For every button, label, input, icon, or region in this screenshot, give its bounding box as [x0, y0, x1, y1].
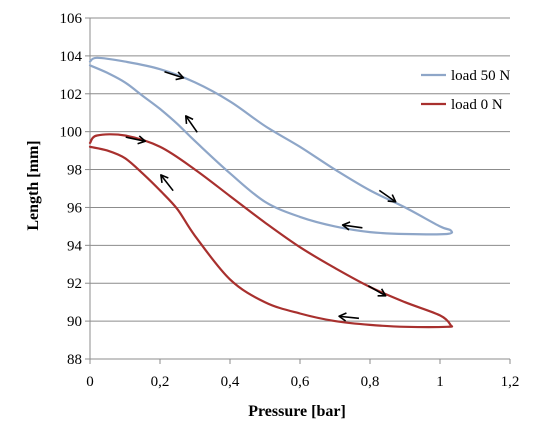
- y-tick-label: 102: [60, 87, 83, 103]
- y-tick-label: 88: [67, 352, 82, 368]
- direction-arrows: [125, 70, 397, 322]
- legend: load 50 N load 0 N: [421, 68, 510, 113]
- y-tick-label: 90: [67, 314, 82, 330]
- y-tick-label: 104: [60, 49, 83, 65]
- x-tick-label: 0,4: [221, 374, 240, 390]
- y-tick-label: 96: [67, 200, 83, 216]
- x-tick-label: 0,2: [151, 374, 170, 390]
- y-tick-label: 92: [67, 276, 82, 292]
- x-axis-title: Pressure [bar]: [248, 403, 346, 420]
- x-tick-label: 0: [86, 374, 94, 390]
- axes: [85, 17, 511, 364]
- series-lines: [88, 56, 454, 329]
- direction-arrow: [341, 221, 363, 231]
- y-tick-label: 106: [60, 11, 83, 27]
- x-tick-label: 0,8: [361, 374, 380, 390]
- y-tick-label: 100: [60, 125, 83, 141]
- x-tick-label: 1: [436, 374, 444, 390]
- x-tick-label: 1,2: [501, 374, 520, 390]
- legend-label-0: load 50 N: [451, 68, 510, 84]
- x-tick-labels: 0 0,2 0,4 0,6 0,8 1 1,2: [86, 374, 519, 390]
- y-tick-labels: 88 90 92 94 96 98 100 102 104 106: [60, 11, 83, 368]
- direction-arrow: [125, 135, 147, 145]
- y-tick-label: 94: [67, 238, 83, 254]
- direction-arrow: [164, 70, 185, 81]
- legend-label-1: load 0 N: [451, 97, 503, 113]
- y-tick-label: 98: [67, 163, 82, 179]
- series-line-0: [88, 56, 454, 236]
- direction-arrow: [160, 174, 174, 192]
- direction-arrow: [338, 312, 360, 322]
- direction-arrow: [367, 285, 387, 297]
- direction-arrow: [184, 115, 198, 133]
- direction-arrow: [378, 189, 397, 203]
- series-line-1: [88, 133, 454, 329]
- y-axis-title: Length [mm]: [25, 140, 42, 230]
- gridlines: [90, 17, 510, 360]
- x-tick-label: 0,6: [291, 374, 310, 390]
